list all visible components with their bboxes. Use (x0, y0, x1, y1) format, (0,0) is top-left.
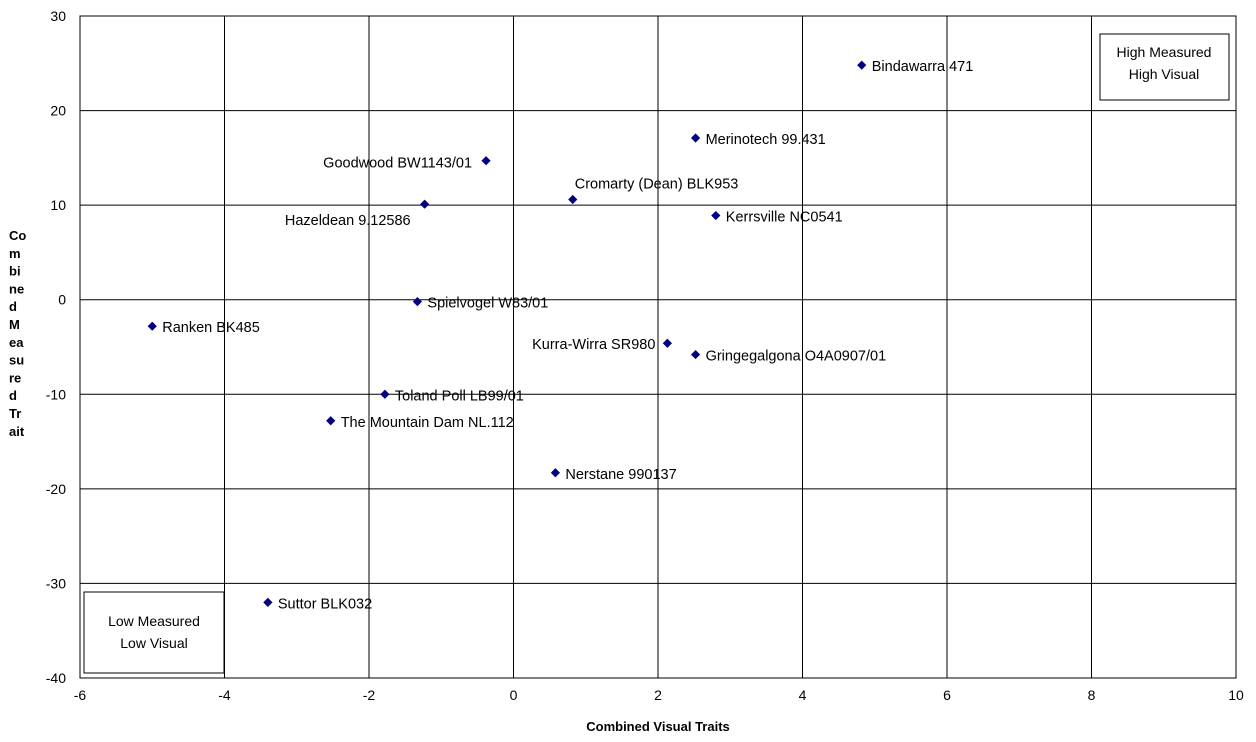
x-tick-label: 8 (1088, 687, 1096, 703)
x-tick-label: -6 (74, 687, 87, 703)
data-point: Toland Poll LB99/01 (380, 388, 524, 404)
data-point: Merinotech 99.431 (690, 132, 826, 148)
y-tick-labels: -40 -30 -20 -10 0 10 20 30 (46, 8, 66, 686)
grid-lines (79, 15, 1237, 679)
point-marker (662, 338, 672, 348)
data-point: Bindawarra 471 (857, 59, 973, 75)
y-title-fragment: d (9, 299, 17, 314)
y-tick-label: 20 (50, 103, 66, 119)
x-tick-label: 0 (510, 687, 518, 703)
quadrant-box-bottom-left: Low Measured Low Visual (83, 591, 225, 674)
y-title-fragment: ait (9, 424, 25, 439)
point-marker (690, 349, 701, 360)
data-point: Nerstane 990137 (550, 467, 677, 483)
point-marker (550, 468, 561, 478)
y-title-fragment: Tr (9, 406, 21, 421)
data-points: Bindawarra 471 Merinotech 99.431 Goodwood … (147, 59, 973, 612)
y-tick-label: 30 (50, 8, 66, 24)
point-marker (857, 60, 867, 70)
data-point: Ranken BK485 (147, 320, 260, 336)
y-tick-label: 10 (50, 197, 66, 213)
point-label: Bindawarra 471 (872, 59, 974, 75)
plot-area (79, 15, 1237, 679)
point-label: The Mountain Dam NL.112 (341, 415, 514, 431)
quadrant-box-text: Low Visual (120, 635, 187, 651)
data-point: Goodwood BW1143/01 (323, 156, 491, 172)
point-label: Kurra-Wirra SR980 (532, 337, 655, 353)
quadrant-box-top-right: High Measured High Visual (1099, 33, 1230, 101)
quadrant-box-frame (83, 591, 225, 674)
point-marker (568, 194, 578, 205)
point-marker (420, 199, 430, 209)
y-tick-label: -10 (46, 386, 66, 402)
y-tick-label: -40 (46, 670, 66, 686)
y-title-fragment: d (9, 388, 17, 403)
point-marker (481, 156, 491, 166)
point-marker (412, 297, 423, 307)
x-tick-labels: -6 -4 -2 0 2 4 6 8 10 (74, 687, 1244, 703)
point-marker (380, 389, 390, 399)
data-point: Cromarty (Dean) BLK953 (568, 176, 739, 205)
x-axis-title: Combined Visual Traits (586, 719, 730, 734)
x-tick-label: -2 (363, 687, 376, 703)
x-tick-label: -4 (218, 687, 231, 703)
point-marker (690, 133, 701, 143)
y-title-fragment: m (9, 246, 21, 261)
x-tick-label: 6 (943, 687, 951, 703)
data-point: Hazeldean 9.12586 (285, 199, 430, 229)
data-point: The Mountain Dam NL.112 (326, 415, 514, 431)
data-point: Kerrsville NC0541 (711, 210, 843, 226)
x-tick-label: 4 (799, 687, 807, 703)
data-point: Gringegalgona O4A0907/01 (690, 349, 887, 365)
y-title-fragment: su (9, 353, 24, 368)
data-point: Spielvogel W83/01 (412, 296, 548, 312)
x-tick-label: 10 (1228, 687, 1244, 703)
y-title-fragment: M (9, 317, 20, 332)
quadrant-box-text: High Visual (1129, 66, 1200, 82)
x-tick-label: 2 (654, 687, 662, 703)
data-point: Suttor BLK032 (263, 596, 372, 612)
y-title-fragment: ne (9, 281, 24, 296)
y-title-fragment: ea (9, 335, 24, 350)
point-label: Cromarty (Dean) BLK953 (575, 176, 739, 192)
point-marker (263, 597, 273, 607)
y-title-fragment: Co (9, 228, 26, 243)
point-label: Merinotech 99.431 (706, 132, 826, 148)
y-tick-label: 0 (58, 292, 66, 308)
point-label: Suttor BLK032 (278, 596, 372, 612)
point-label: Toland Poll LB99/01 (395, 388, 524, 404)
y-title-fragment: bi (9, 264, 21, 279)
y-tick-label: -20 (46, 481, 66, 497)
point-label: Gringegalgona O4A0907/01 (706, 349, 887, 365)
point-label: Goodwood BW1143/01 (323, 156, 472, 172)
quadrant-box-frame (1099, 33, 1230, 101)
quadrant-box-text: High Measured (1117, 44, 1212, 60)
point-label: Ranken BK485 (162, 320, 260, 336)
point-label: Kerrsville NC0541 (726, 210, 843, 226)
point-label: Hazeldean 9.12586 (285, 213, 411, 229)
data-point: Kurra-Wirra SR980 (532, 337, 672, 353)
quadrant-box-text: Low Measured (108, 613, 200, 629)
y-tick-label: -30 (46, 575, 66, 591)
y-title-fragment: re (9, 370, 21, 385)
point-marker (711, 210, 721, 221)
point-label: Nerstane 990137 (565, 467, 676, 483)
point-marker (147, 321, 157, 331)
point-label: Spielvogel W83/01 (427, 296, 548, 312)
point-marker (326, 416, 336, 426)
